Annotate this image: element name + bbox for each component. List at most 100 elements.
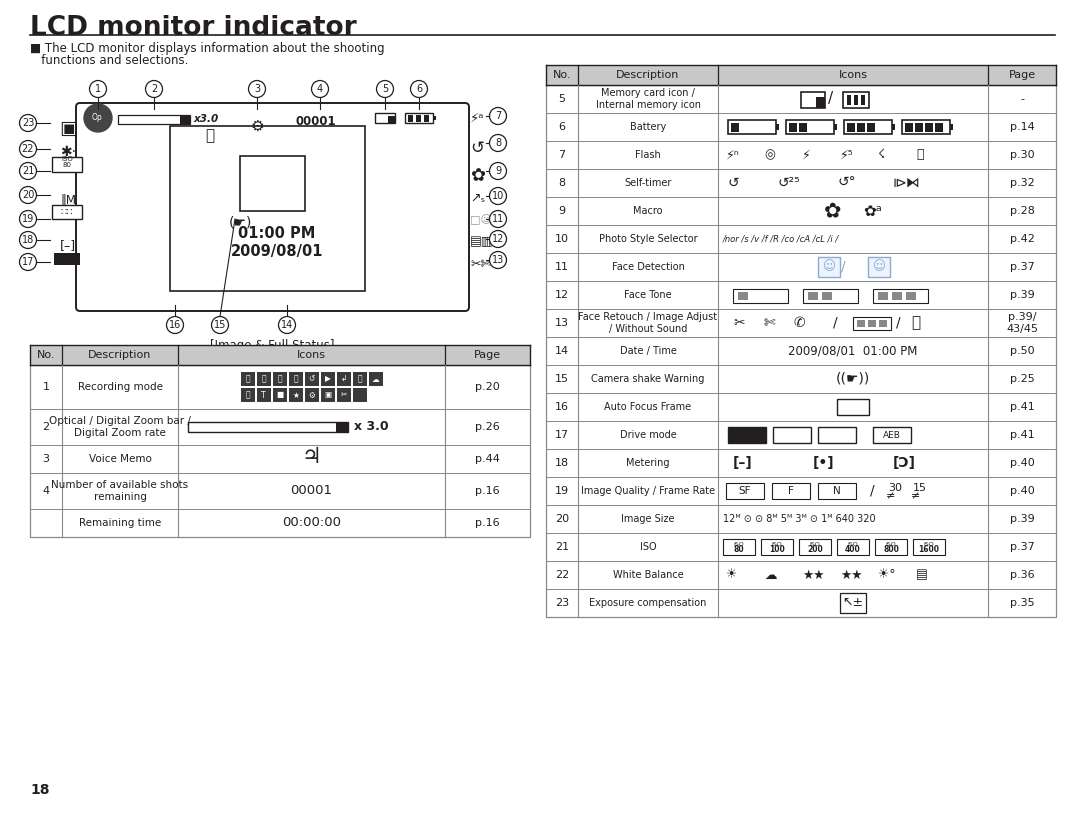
Text: 01:00 PM: 01:00 PM	[239, 226, 315, 241]
Text: 00001: 00001	[295, 115, 336, 128]
Bar	[118, 115, 190, 124]
Text: Face Detection: Face Detection	[611, 262, 685, 272]
Text: /: /	[840, 260, 846, 274]
Bar	[352, 388, 366, 402]
Text: Camera shake Warning: Camera shake Warning	[592, 374, 704, 384]
Text: ☀: ☀	[726, 569, 738, 581]
Text: 🎥: 🎥	[293, 375, 298, 384]
Bar	[913, 539, 945, 555]
Text: [–]: [–]	[59, 239, 76, 252]
Text: 🎥: 🎥	[278, 375, 282, 384]
Text: 21: 21	[22, 166, 35, 176]
Text: ↺: ↺	[470, 139, 484, 157]
Text: ▤: ▤	[916, 569, 928, 581]
Text: ISO: ISO	[848, 543, 859, 548]
Text: ▤▥: ▤▥	[470, 235, 494, 248]
Text: F: F	[788, 486, 794, 496]
Text: 2: 2	[42, 422, 50, 432]
Text: 17: 17	[555, 430, 569, 440]
Text: ▶: ▶	[325, 375, 330, 384]
Bar	[375, 113, 395, 123]
Bar	[892, 124, 895, 130]
Bar	[804, 289, 858, 303]
Text: ISO: ISO	[733, 543, 744, 548]
Text: ☺: ☺	[873, 261, 886, 274]
Text: 22: 22	[555, 570, 569, 580]
Bar	[799, 122, 807, 131]
Text: p.30: p.30	[1010, 150, 1035, 160]
Text: 30: 30	[888, 483, 902, 493]
Text: 13: 13	[555, 318, 569, 328]
Text: 9: 9	[558, 206, 566, 216]
Bar	[272, 372, 286, 386]
Text: Exposure compensation: Exposure compensation	[590, 598, 706, 608]
Text: ✿: ✿	[470, 167, 485, 185]
Bar	[854, 95, 858, 105]
Text: Image Quality / Frame Rate: Image Quality / Frame Rate	[581, 486, 715, 496]
Text: 16: 16	[168, 320, 181, 330]
Bar	[305, 388, 319, 402]
Text: ✂: ✂	[340, 390, 347, 399]
Text: 17: 17	[22, 257, 35, 267]
Text: Page: Page	[474, 350, 501, 360]
Text: ↺: ↺	[308, 375, 314, 384]
Text: (☛): (☛)	[228, 216, 252, 230]
Text: p.37: p.37	[1010, 542, 1035, 552]
Circle shape	[19, 253, 37, 271]
Bar	[777, 124, 779, 130]
Bar	[858, 122, 865, 131]
Text: ISO: ISO	[886, 543, 896, 548]
Text: ☀°: ☀°	[878, 569, 895, 581]
Circle shape	[311, 81, 328, 98]
Bar	[873, 427, 912, 443]
Text: [Image & Full Status]: [Image & Full Status]	[211, 339, 335, 352]
Text: 12ᴹ ⊙ ⊙ 8ᴹ 5ᴹ 3ᴹ ⊙ 1ᴹ 640 320: 12ᴹ ⊙ ⊙ 8ᴹ 5ᴹ 3ᴹ ⊙ 1ᴹ 640 320	[723, 514, 876, 524]
Bar	[52, 157, 82, 172]
Circle shape	[248, 81, 266, 98]
Text: ⚙: ⚙	[251, 119, 264, 134]
Text: p.32: p.32	[1010, 178, 1035, 188]
Text: 400: 400	[846, 545, 861, 554]
Text: White Balance: White Balance	[612, 570, 684, 580]
Text: p.28: p.28	[1010, 206, 1035, 216]
Text: ⚙: ⚙	[308, 390, 315, 399]
Bar	[818, 257, 840, 277]
Text: p.39: p.39	[1010, 290, 1035, 300]
Text: 7: 7	[558, 150, 566, 160]
Text: ◎: ◎	[764, 148, 774, 161]
Text: 00001: 00001	[291, 484, 333, 497]
Text: ISO
80: ISO 80	[62, 156, 72, 168]
Text: 8: 8	[558, 178, 566, 188]
Text: 4: 4	[316, 84, 323, 94]
Text: Date / Time: Date / Time	[620, 346, 676, 356]
Bar	[834, 124, 837, 130]
Bar	[424, 114, 429, 121]
Text: ISO: ISO	[639, 542, 657, 552]
Text: 9: 9	[495, 166, 501, 176]
Bar	[305, 372, 319, 386]
Bar	[801, 92, 825, 108]
Text: 2: 2	[151, 84, 157, 94]
Text: 1: 1	[42, 382, 50, 392]
Bar	[241, 372, 255, 386]
Text: Optical / Digital Zoom bar /
Digital Zoom rate: Optical / Digital Zoom bar / Digital Zoo…	[49, 416, 191, 438]
Text: Description: Description	[89, 350, 151, 360]
Text: 100: 100	[769, 545, 785, 554]
Circle shape	[212, 316, 229, 333]
Text: ★: ★	[292, 390, 299, 399]
Bar	[546, 65, 1056, 85]
Circle shape	[19, 162, 37, 179]
Bar	[786, 120, 834, 134]
Text: ☺: ☺	[823, 261, 836, 274]
Text: 🌷: 🌷	[245, 390, 249, 399]
Text: ✂: ✂	[733, 316, 744, 330]
Text: p.40: p.40	[1010, 458, 1035, 468]
Circle shape	[489, 108, 507, 125]
Text: 80: 80	[733, 545, 744, 554]
Text: Auto Focus Frame: Auto Focus Frame	[605, 402, 691, 412]
Text: 20: 20	[555, 514, 569, 524]
Text: 18: 18	[30, 783, 50, 797]
Bar	[257, 388, 270, 402]
Text: Face Retouch / Image Adjust
/ Without Sound: Face Retouch / Image Adjust / Without So…	[579, 312, 717, 334]
FancyBboxPatch shape	[76, 103, 469, 311]
